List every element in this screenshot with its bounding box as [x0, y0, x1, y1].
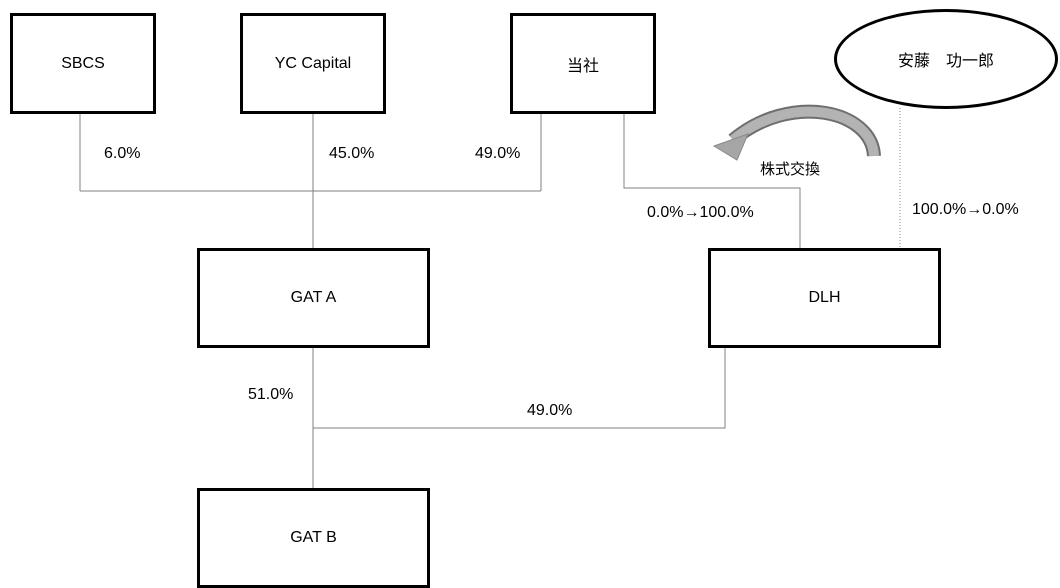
- pct-company-gat-a: 49.0%: [475, 145, 521, 162]
- pct-dlh-gat-b: 49.0%: [527, 402, 573, 419]
- line-dlh-gat-b: [313, 347, 726, 429]
- entity-ando-label: 安藤 功一郎: [897, 53, 994, 70]
- entity-company-label: 当社: [566, 57, 599, 75]
- entity-yc-capital: YC Capital: [240, 13, 386, 114]
- entity-company: 当社: [510, 13, 656, 114]
- pct-yc-gat-a: 45.0%: [329, 145, 375, 162]
- share-exchange-arrow: [712, 104, 881, 161]
- entity-sbcs: SBCS: [10, 13, 156, 114]
- entity-gat-b-label: GAT B: [290, 529, 337, 546]
- entity-gat-b: GAT B: [197, 488, 430, 588]
- line-company-dlh: [623, 113, 801, 248]
- entity-gat-a-label: GAT A: [290, 289, 337, 306]
- pct-sbcs-gat-a: 6.0%: [104, 145, 141, 162]
- entity-ando: 安藤 功一郎: [834, 9, 1058, 109]
- entity-dlh-label: DLH: [808, 289, 841, 306]
- pct-company-dlh: 0.0%→100.0%: [647, 204, 754, 221]
- pct-gat-a-gat-b: 51.0%: [248, 386, 294, 403]
- pct-ando-dlh: 100.0%→0.0%: [912, 201, 1019, 218]
- entity-yc-capital-label: YC Capital: [274, 54, 352, 72]
- entity-sbcs-label: SBCS: [61, 54, 105, 72]
- entity-gat-a: GAT A: [197, 248, 430, 348]
- entity-dlh: DLH: [708, 248, 941, 348]
- share-exchange-label: 株式交換: [760, 161, 821, 178]
